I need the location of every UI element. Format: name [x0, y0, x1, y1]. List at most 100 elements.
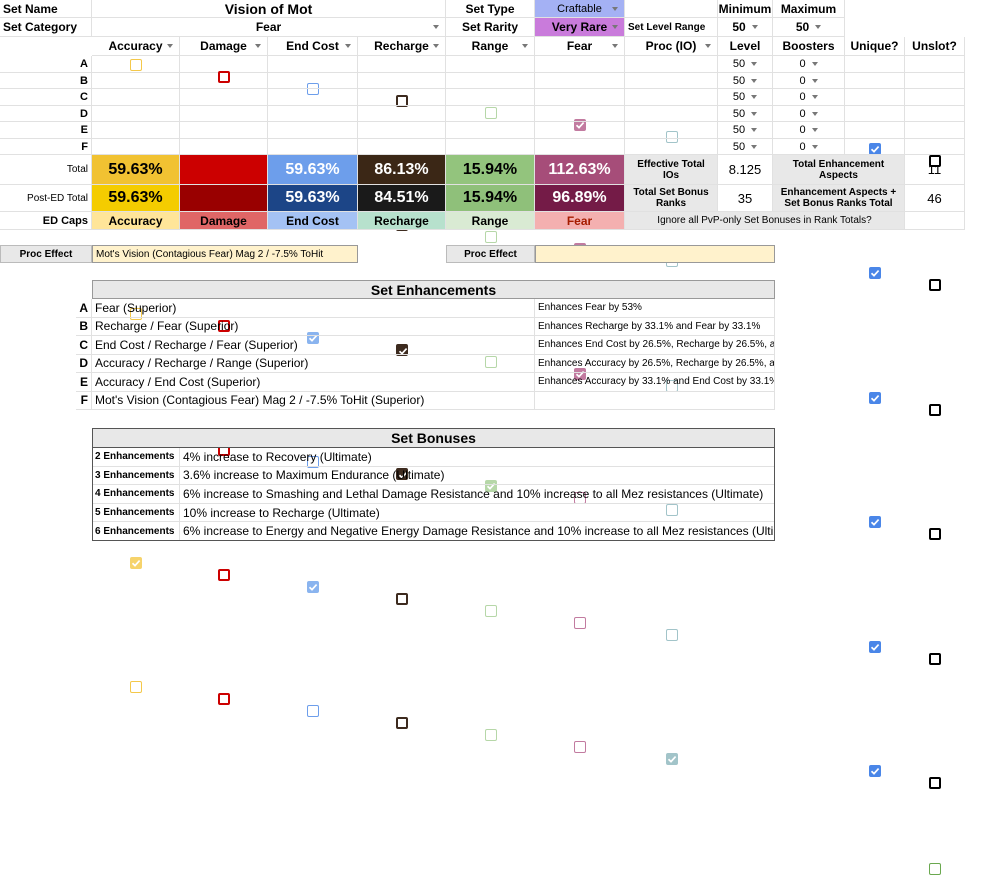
checkbox[interactable] [869, 640, 881, 653]
checkbox[interactable] [665, 504, 678, 516]
checkbox[interactable] [869, 516, 881, 528]
value-text: 11 [927, 162, 942, 177]
checkbox[interactable] [929, 279, 941, 291]
column-header: Recharge [358, 37, 446, 56]
level-dropdown-text: 50 [732, 74, 746, 87]
total-value: 15.94% [446, 155, 535, 185]
column-header-text: Recharge [374, 39, 429, 53]
level-dropdown[interactable]: 50 [718, 56, 773, 73]
checkbox[interactable] [484, 106, 497, 119]
level-dropdown[interactable]: 50 [718, 73, 773, 89]
set-name-text: Vision of Mot [224, 0, 313, 17]
slot-label: F [0, 139, 92, 155]
checkbox[interactable] [484, 355, 497, 368]
column-header: Range [446, 37, 535, 56]
row-label: Post-ED Total [0, 185, 92, 212]
checkbox[interactable] [929, 403, 941, 416]
bonus-text-text: 6% increase to Smashing and Lethal Damag… [183, 486, 764, 501]
checkbox[interactable] [218, 70, 230, 83]
checkbox[interactable] [869, 267, 881, 279]
total-value [180, 155, 268, 185]
level-dropdown[interactable]: 50 [718, 122, 773, 139]
level-dropdown[interactable]: 50 [718, 106, 773, 122]
ed-cap-text: Fear [566, 213, 593, 228]
label: Set Level Range [625, 18, 718, 37]
section-title: Set Enhancements [92, 280, 775, 299]
checkbox[interactable] [130, 681, 142, 693]
cell [446, 73, 535, 89]
checkbox[interactable] [484, 729, 497, 741]
set-rarity-dropdown[interactable]: Very Rare [535, 18, 625, 37]
cell [180, 139, 268, 155]
level-max-dropdown[interactable]: 50 [773, 18, 845, 37]
slot-label-text: F [81, 140, 88, 153]
level-dropdown[interactable]: 50 [718, 89, 773, 106]
checkbox[interactable] [396, 468, 408, 480]
checkbox[interactable] [574, 616, 586, 629]
boosters-dropdown[interactable]: 0 [773, 73, 845, 89]
bonus-count-text: 2 Enhancements [95, 451, 175, 463]
slot-label: A [0, 56, 92, 73]
post-ed-value: 96.89% [535, 185, 625, 212]
bonus-text: 10% increase to Recharge (Ultimate) [180, 503, 775, 523]
cell [535, 56, 625, 73]
cell [180, 73, 268, 89]
bonus-count-text: 5 Enhancements [95, 507, 175, 519]
checkbox[interactable] [929, 863, 941, 875]
checkbox[interactable] [218, 693, 230, 705]
value: 8.125 [718, 155, 773, 185]
enhancement-effect-text: Enhances End Cost by 26.5%, Recharge by … [538, 339, 775, 351]
level-max-dropdown-text: 50 [795, 20, 810, 34]
value-text: 35 [737, 190, 753, 206]
boosters-dropdown[interactable]: 0 [773, 106, 845, 122]
checkbox[interactable] [307, 580, 319, 593]
checkbox[interactable] [218, 568, 230, 581]
checkbox[interactable] [484, 231, 497, 243]
checkbox[interactable] [130, 307, 142, 320]
checkbox[interactable] [307, 705, 319, 717]
checkbox[interactable] [484, 480, 497, 492]
checkbox[interactable] [665, 628, 678, 641]
dropdown-arrow [612, 44, 618, 48]
checkbox[interactable] [869, 391, 881, 404]
checkbox[interactable] [396, 343, 408, 356]
boosters-dropdown[interactable]: 0 [773, 56, 845, 73]
slot-label-text: E [80, 124, 88, 136]
checkbox[interactable] [665, 130, 678, 143]
total-value-text: 86.13% [374, 160, 429, 178]
set-type-dropdown[interactable]: Craftable [535, 0, 625, 18]
checkbox[interactable] [484, 604, 497, 617]
checkbox[interactable] [130, 58, 142, 71]
cell [535, 73, 625, 89]
slot-label-text: E [79, 374, 88, 389]
enhancement-name: Recharge / Fear (Superior) [92, 317, 535, 336]
set-category-dropdown[interactable]: Fear [92, 18, 446, 37]
level-min-dropdown[interactable]: 50 [718, 18, 773, 37]
slot-label-text: D [80, 107, 88, 120]
column-header-text: Boosters [782, 39, 835, 53]
label-text: Set Level Range [628, 21, 706, 33]
checkbox[interactable] [574, 741, 586, 753]
slot-label-text: C [79, 337, 88, 352]
checkbox[interactable] [665, 753, 678, 765]
cell [535, 89, 625, 106]
boosters-dropdown[interactable]: 0 [773, 89, 845, 106]
cell [92, 56, 180, 73]
checkbox[interactable] [929, 528, 941, 540]
checkbox[interactable] [929, 154, 941, 167]
checkbox[interactable] [396, 592, 408, 605]
checkbox[interactable] [307, 456, 319, 468]
boosters-dropdown[interactable]: 0 [773, 139, 845, 155]
level-dropdown[interactable]: 50 [718, 139, 773, 155]
cell [180, 106, 268, 122]
checkbox[interactable] [130, 556, 142, 569]
checkbox[interactable] [929, 652, 941, 665]
checkbox[interactable] [869, 765, 881, 777]
level-dropdown-text: 50 [732, 58, 746, 70]
checkbox[interactable] [218, 319, 230, 332]
enhancement-effect: Enhances End Cost by 26.5%, Recharge by … [535, 336, 775, 355]
checkbox[interactable] [396, 717, 408, 729]
checkbox[interactable] [929, 777, 941, 789]
boosters-dropdown[interactable]: 0 [773, 122, 845, 139]
checkbox[interactable] [307, 331, 319, 344]
